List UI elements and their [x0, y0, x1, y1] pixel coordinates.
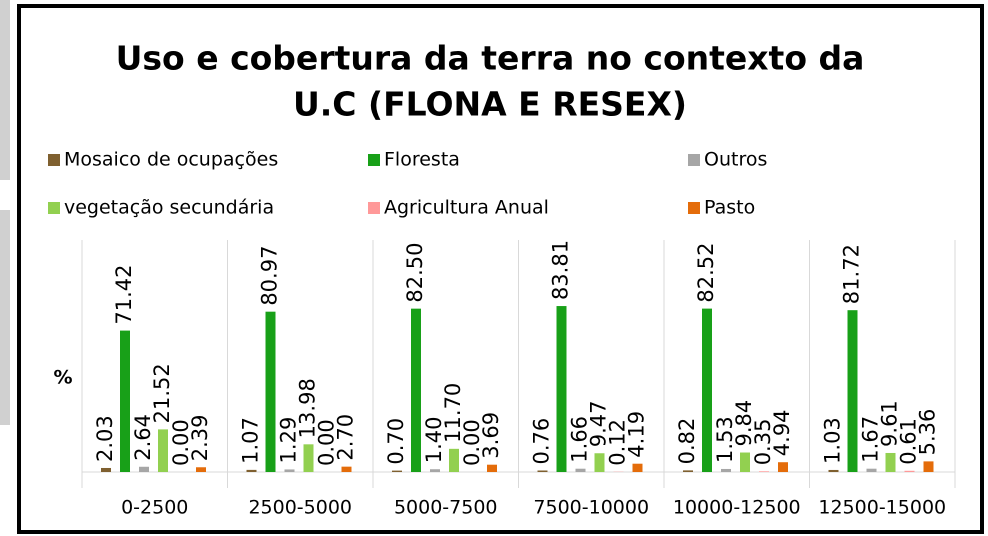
- bar: [778, 462, 788, 472]
- bar: [556, 306, 567, 472]
- bar: [632, 463, 643, 472]
- bar: [139, 466, 149, 472]
- bar: [575, 468, 586, 472]
- data-label: 0.12: [606, 419, 630, 466]
- data-label: 83.81: [549, 240, 573, 300]
- chart-title: U.C (FLONA E RESEX): [293, 85, 687, 124]
- data-label: 2.64: [131, 414, 155, 461]
- data-label: 21.52: [150, 363, 174, 423]
- data-label: 3.69: [479, 412, 503, 459]
- legend-label: Floresta: [384, 149, 460, 171]
- bar: [740, 452, 750, 472]
- side-artifact: [0, 0, 10, 180]
- data-label: 0.35: [751, 419, 775, 466]
- legend-swatch: [368, 202, 380, 214]
- data-label: 0.00: [169, 419, 193, 466]
- legend-label: Agricultura Anual: [384, 197, 549, 219]
- data-label: 2.70: [334, 414, 358, 461]
- legend-swatch: [688, 154, 700, 166]
- x-tick-label: 5000-7500: [394, 497, 498, 519]
- data-label: 4.19: [625, 411, 649, 458]
- data-label: 0.61: [897, 418, 921, 465]
- data-label: 82.52: [694, 242, 718, 302]
- bar: [759, 471, 769, 472]
- bar: [265, 311, 276, 472]
- data-label: 5.36: [916, 409, 940, 456]
- legend-swatch: [48, 202, 60, 214]
- bar: [430, 469, 440, 472]
- bar: [721, 468, 731, 472]
- legend-label: Outros: [704, 149, 767, 171]
- bar: [303, 444, 314, 472]
- bar: [828, 469, 839, 472]
- data-label: 0.00: [315, 419, 339, 466]
- bar: [904, 470, 915, 472]
- data-label: 2.03: [93, 415, 117, 462]
- bar: [449, 448, 459, 472]
- chart-frame: [17, 4, 984, 534]
- bar: [537, 470, 548, 472]
- x-tick-label: 7500-10000: [533, 497, 649, 519]
- bar: [284, 469, 295, 472]
- data-label: 11.70: [441, 383, 465, 443]
- data-label: 9.61: [878, 400, 902, 447]
- x-tick-label: 0-2500: [121, 497, 188, 519]
- chart-title: Uso e cobertura da terra no contexto da: [116, 39, 865, 78]
- x-tick-label: 12500-15000: [818, 497, 946, 519]
- bar: [923, 461, 934, 472]
- legend-swatch: [48, 154, 60, 166]
- y-axis-label: %: [53, 367, 72, 389]
- legend-swatch: [368, 154, 380, 166]
- bar: [487, 464, 497, 472]
- bar: [885, 452, 896, 472]
- data-label: 0.70: [384, 418, 408, 465]
- data-label: 13.98: [296, 378, 320, 438]
- x-tick-label: 10000-12500: [673, 497, 801, 519]
- legend-label: Pasto: [704, 197, 755, 219]
- data-label: 71.42: [112, 264, 136, 324]
- data-label: 80.97: [258, 246, 282, 306]
- data-label: 2.39: [188, 415, 212, 462]
- data-label: 4.94: [770, 409, 794, 456]
- bar: [158, 429, 168, 472]
- bar: [341, 466, 352, 472]
- data-label: 1.66: [568, 416, 592, 463]
- data-label: 0.00: [460, 419, 484, 466]
- data-label: 1.40: [422, 416, 446, 463]
- data-label: 1.67: [859, 416, 883, 463]
- bar: [866, 468, 877, 472]
- data-label: 1.07: [239, 417, 263, 464]
- side-artifact: [0, 210, 10, 425]
- bar: [196, 467, 206, 472]
- legend-label: vegetação secundária: [64, 197, 274, 219]
- x-tick-label: 2500-5000: [248, 497, 352, 519]
- bar: [101, 467, 111, 472]
- data-label: 9.47: [587, 400, 611, 447]
- data-label: 1.29: [277, 417, 301, 464]
- data-label: 81.72: [840, 244, 864, 304]
- legend-label: Mosaico de ocupações: [64, 149, 278, 171]
- bar: [702, 308, 712, 472]
- legend-swatch: [688, 202, 700, 214]
- bar: [847, 310, 858, 472]
- bar: [246, 469, 257, 472]
- bar: [392, 470, 402, 472]
- data-label: 82.50: [403, 243, 427, 303]
- bar: [594, 453, 605, 472]
- data-label: 9.84: [732, 400, 756, 447]
- bar: [411, 308, 421, 472]
- data-label: 1.53: [713, 416, 737, 463]
- data-label: 1.03: [821, 417, 845, 464]
- bar: [683, 470, 693, 472]
- bar: [120, 330, 130, 472]
- data-label: 0.76: [530, 418, 554, 465]
- data-label: 0.82: [675, 418, 699, 465]
